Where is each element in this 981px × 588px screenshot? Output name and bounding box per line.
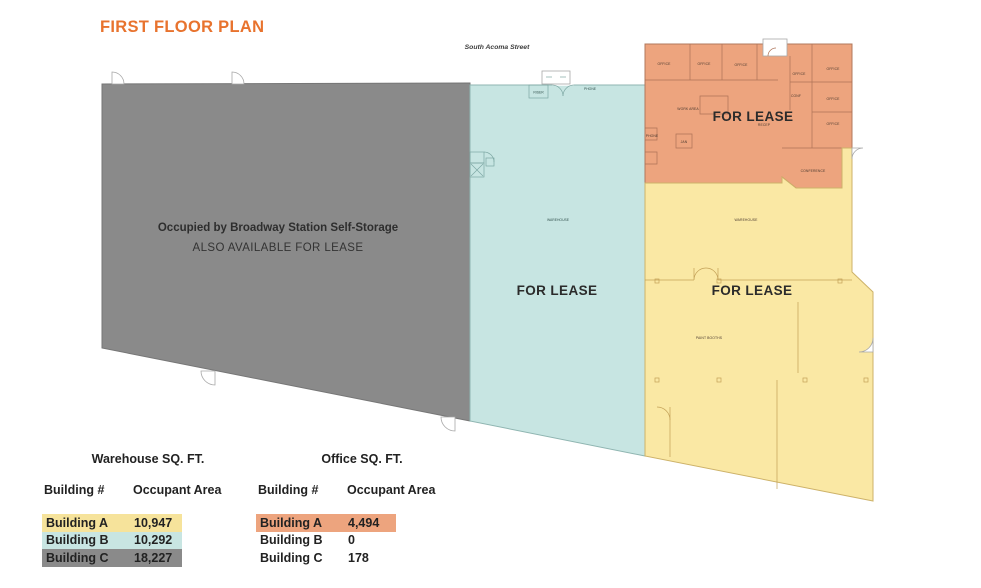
page-title: FIRST FLOOR PLAN: [100, 18, 265, 36]
column-markers: [654, 278, 869, 383]
table-row: Building B 10,292: [42, 531, 182, 550]
table-row: Building A 10,947: [42, 514, 182, 532]
row-value: 10,947: [134, 515, 173, 530]
restroom: [469, 162, 485, 178]
building-c-availability-text: ALSO AVAILABLE FOR LEASE: [193, 242, 364, 254]
door-icon: [111, 71, 125, 85]
row-value: 18,227: [134, 550, 173, 565]
paint-booths-label: PAINT BOOTHS: [696, 336, 723, 340]
building-b-region: RISER PHONE WAREHOUSE FOR LEASE: [469, 70, 646, 457]
office-label: OFFICE: [734, 63, 748, 67]
building-a-warehouse-region: WAREHOUSE PAINT BOOTHS FOR LEASE: [644, 147, 874, 502]
row-label: Building B: [260, 533, 323, 548]
riser-label: RISER: [533, 91, 544, 95]
warehouse-sqft-table: Warehouse SQ. FT. Building # Occupant Ar…: [40, 452, 256, 567]
office-label: OFFICE: [657, 62, 671, 66]
door-icon: [858, 337, 874, 353]
office-label: OFFICE: [826, 67, 840, 71]
building-c-region: Occupied by Broadway Station Self-Storag…: [101, 71, 471, 432]
jan-label: JAN: [681, 140, 688, 144]
riser-room: [528, 84, 549, 99]
warehouse-label: WAREHOUSE: [734, 218, 758, 222]
row-value: 4,494: [348, 515, 380, 530]
row-label: Building B: [46, 533, 109, 548]
row-label: Building C: [260, 550, 323, 565]
row-label: Building A: [260, 515, 323, 530]
table-row: Building B 0: [256, 532, 396, 550]
office-sqft-table: Office SQ. FT. Building # Occupant Area …: [254, 452, 470, 567]
conf-label: CONF: [791, 94, 801, 98]
warehouse-label: WAREHOUSE: [547, 218, 570, 222]
row-label: Building C: [46, 550, 109, 565]
phone-label: PHONE: [584, 87, 597, 91]
door-icon: [851, 147, 864, 160]
table-row: Building C 18,227: [42, 549, 182, 567]
building-a-warehouse-for-lease-label: FOR LEASE: [712, 283, 793, 298]
row-value: 178: [348, 550, 369, 565]
building-a-warehouse-outline: [644, 147, 874, 502]
column-header-area: Occupant Area: [133, 483, 222, 497]
office-label: OFFICE: [792, 72, 806, 76]
office-table-header: Building # Occupant Area: [254, 483, 470, 497]
door-icon: [440, 416, 456, 432]
column-header-area: Occupant Area: [347, 483, 436, 497]
entry-vestibule: [541, 70, 571, 85]
door-icon: [200, 370, 216, 386]
row-value: 0: [348, 533, 355, 548]
table-row: Building A 4,494: [256, 514, 396, 532]
column-header-building: Building #: [44, 483, 105, 497]
work-area-label: WORK AREA: [677, 107, 699, 111]
building-c-occupancy-text: Occupied by Broadway Station Self-Storag…: [158, 222, 398, 234]
phone-label: PHONE: [646, 134, 659, 138]
door-icon: [231, 71, 245, 85]
entry-vestibule: [762, 38, 788, 57]
street-label: South Acoma Street: [465, 44, 530, 51]
row-label: Building A: [46, 515, 109, 530]
warehouse-table-title: Warehouse SQ. FT.: [91, 452, 205, 466]
row-value: 10,292: [134, 533, 173, 548]
conference-label: CONFERENCE: [801, 169, 826, 173]
office-label: OFFICE: [697, 62, 711, 66]
office-label: OFFICE: [826, 97, 840, 101]
table-row: Building C 178: [256, 549, 396, 567]
office-label: OFFICE: [826, 122, 840, 126]
building-b-for-lease-label: FOR LEASE: [517, 283, 598, 298]
office-table-title: Office SQ. FT.: [321, 452, 403, 466]
column-header-building: Building #: [258, 483, 319, 497]
building-b-outline: [469, 84, 646, 457]
recep-label: RECEP: [758, 123, 771, 127]
building-a-office-region: OFFICE OFFICE OFFICE OFFICE OFFICE OFFIC…: [644, 38, 853, 189]
warehouse-table-header: Building # Occupant Area: [40, 483, 256, 497]
building-a-office-for-lease-label: FOR LEASE: [713, 109, 794, 124]
